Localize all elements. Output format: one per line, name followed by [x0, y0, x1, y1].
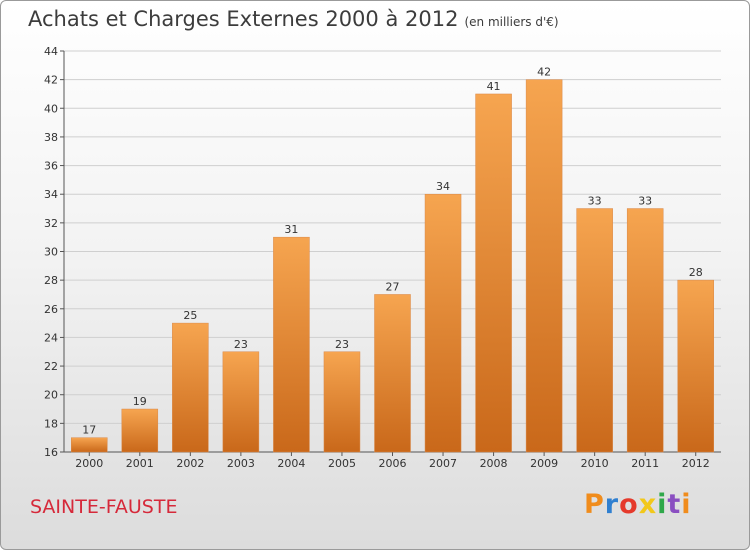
bar-value-label: 19: [133, 395, 147, 408]
logo-letter: i: [681, 489, 692, 520]
y-tick-label: 42: [44, 74, 58, 87]
chart-title: Achats et Charges Externes 2000 à 2012 (e…: [28, 7, 559, 31]
bar-2007: [424, 193, 462, 453]
x-tick-label: 2011: [631, 457, 659, 470]
y-tick-label: 34: [44, 188, 58, 201]
x-tick-label: 2006: [379, 457, 407, 470]
bar-value-label: 31: [284, 223, 298, 236]
commune-name: SAINTE-FAUSTE: [30, 496, 178, 518]
chart-title-unit: (en milliers d'€): [464, 15, 559, 29]
y-tick-label: 16: [44, 446, 58, 459]
bar-value-label: 23: [335, 338, 349, 351]
logo-letter: i: [657, 489, 668, 520]
bar-2000: [71, 437, 108, 453]
x-tick-label: 2003: [227, 457, 255, 470]
labels: 16 18 20 22 24 26 28 30 32 34 36 38 40 42 44 17 2000 19 20…: [44, 45, 710, 470]
bar-2009: [525, 79, 563, 453]
x-tick-label: 2008: [480, 457, 508, 470]
x-tick-label: 2005: [328, 457, 356, 470]
y-tick-label: 44: [44, 45, 58, 58]
proxiti-logo: Proxiti: [584, 489, 692, 520]
bar-2010: [576, 208, 613, 453]
bar-2001: [121, 408, 159, 453]
bar-value-label: 33: [588, 195, 602, 208]
x-tick-label: 2010: [581, 457, 609, 470]
bar-value-label: 23: [234, 338, 248, 351]
x-tick-label: 2002: [176, 457, 204, 470]
x-tick-label: 2001: [126, 457, 154, 470]
y-tick-label: 30: [44, 246, 58, 259]
bar-value-label: 25: [183, 309, 197, 322]
bar-2005: [323, 351, 361, 453]
x-tick-label: 2012: [682, 457, 710, 470]
y-tick-label: 28: [44, 274, 58, 287]
bar-2006: [374, 294, 411, 453]
logo-letter: x: [638, 489, 658, 520]
y-tick-label: 24: [44, 331, 58, 344]
x-tick-label: 2004: [277, 457, 305, 470]
bar-2012: [677, 279, 714, 453]
bar-value-label: 33: [638, 195, 652, 208]
bar-2003: [222, 351, 260, 453]
chart-title-main: Achats et Charges Externes 2000 à 2012: [28, 7, 459, 31]
bar-value-label: 27: [386, 280, 400, 293]
bar-2011: [626, 208, 664, 453]
bar-value-label: 41: [487, 80, 501, 93]
logo-letter: P: [584, 489, 605, 520]
bar-chart: 16 18 20 22 24 26 28 30 32 34 36 38 40 42 44 17 2000 19 20…: [44, 45, 721, 470]
y-tick-label: 18: [44, 417, 58, 430]
y-tick-label: 20: [44, 389, 58, 402]
y-tick-label: 40: [44, 102, 58, 115]
y-tick-label: 26: [44, 303, 58, 316]
logo-letter: r: [604, 489, 620, 520]
x-tick-label: 2009: [530, 457, 558, 470]
bar-2004: [273, 236, 310, 453]
x-tick-label: 2007: [429, 457, 457, 470]
y-tick-label: 36: [44, 160, 58, 173]
bar-2002: [172, 322, 209, 453]
bars: [71, 79, 714, 453]
logo-letter: t: [667, 489, 682, 520]
x-tick-label: 2000: [75, 457, 103, 470]
y-tick-label: 22: [44, 360, 58, 373]
bar-value-label: 28: [689, 266, 703, 279]
bar-2008: [475, 93, 512, 453]
logo-letter: o: [619, 489, 639, 520]
bar-value-label: 17: [82, 424, 96, 437]
bar-value-label: 42: [537, 66, 551, 79]
y-tick-label: 38: [44, 131, 58, 144]
y-tick-label: 32: [44, 217, 58, 230]
bar-value-label: 34: [436, 180, 450, 193]
